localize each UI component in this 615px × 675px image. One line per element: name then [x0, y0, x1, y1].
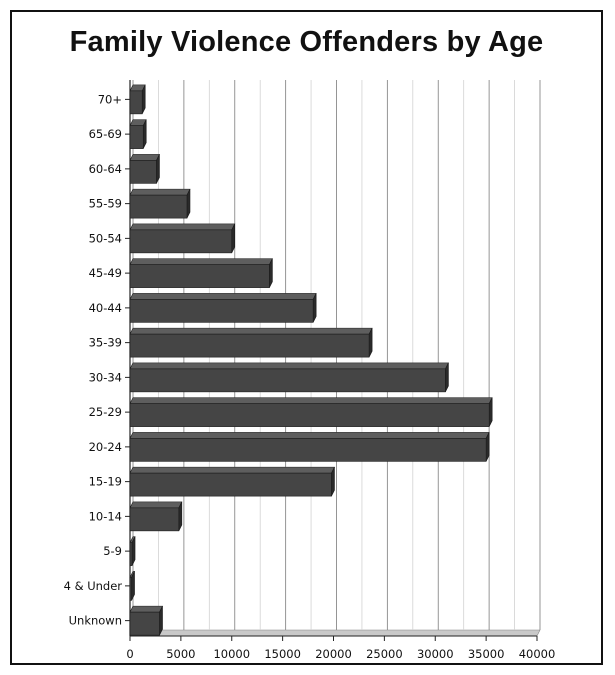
- y-tick-label: 50-54: [89, 231, 122, 245]
- bar-top: [129, 223, 236, 231]
- bar: [129, 333, 370, 358]
- y-tick-label: 45-49: [89, 266, 122, 280]
- bar-top: [129, 397, 493, 404]
- bar: [129, 403, 490, 427]
- bar: [129, 368, 446, 393]
- bar-top: [129, 188, 191, 196]
- y-tick-label: 4 & Under: [64, 579, 123, 593]
- bar: [129, 264, 270, 288]
- y-tick-label: 5-9: [103, 544, 122, 558]
- x-tick-label: 30000: [417, 647, 454, 661]
- bar: [129, 507, 180, 532]
- bar: [129, 229, 233, 254]
- y-tick-label: 10-14: [89, 509, 122, 523]
- bar: [129, 194, 188, 219]
- y-tick-label: 65-69: [89, 127, 122, 141]
- bar: [129, 472, 332, 497]
- bar: [129, 577, 132, 601]
- bar-top: [129, 362, 449, 370]
- bar-top: [129, 432, 490, 439]
- y-tick-label: Unknown: [69, 614, 122, 628]
- y-tick-label: 20-24: [89, 440, 122, 454]
- x-tick-label: 35000: [468, 647, 505, 661]
- x-tick-label: 20000: [315, 647, 352, 661]
- bar: [129, 90, 143, 115]
- bar-top: [129, 154, 160, 161]
- x-tick-label: 25000: [366, 647, 403, 661]
- x-tick-label: 15000: [264, 647, 301, 661]
- y-tick-label: 55-59: [89, 197, 122, 211]
- bar-top: [129, 258, 273, 265]
- chart-floor: [129, 629, 541, 637]
- x-tick-label: 0: [126, 647, 133, 661]
- y-tick-label: 25-29: [89, 405, 122, 419]
- x-tick-label: 40000: [519, 647, 556, 661]
- bar: [129, 299, 314, 323]
- bar-top: [129, 501, 183, 509]
- bar: [129, 542, 133, 566]
- bar-top: [129, 293, 317, 300]
- y-tick-label: 40-44: [89, 301, 122, 315]
- bar: [129, 611, 160, 636]
- bar-top: [129, 605, 163, 613]
- x-tick-label: 5000: [166, 647, 195, 661]
- bar-top: [129, 327, 373, 335]
- bar: [129, 160, 157, 184]
- x-tick-label: 10000: [213, 647, 250, 661]
- y-tick-label: 35-39: [89, 336, 122, 350]
- bar: [129, 125, 144, 149]
- bar: [129, 438, 487, 462]
- y-tick-label: 15-19: [89, 475, 122, 489]
- y-tick-label: 60-64: [89, 162, 122, 176]
- chart-title: Family Violence Offenders by Age: [69, 26, 544, 58]
- bar-top: [129, 466, 335, 474]
- y-tick-label: 30-34: [89, 370, 122, 384]
- y-tick-label: 70+: [98, 92, 122, 106]
